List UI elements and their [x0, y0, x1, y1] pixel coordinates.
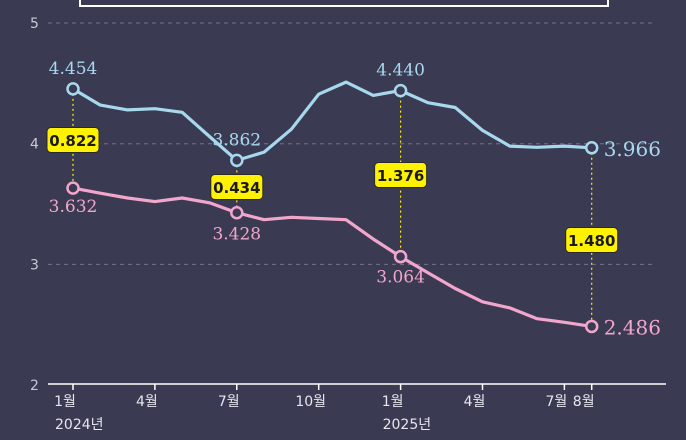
gap-boxes: 0.822 0.434 1.376 1.480 [46, 127, 619, 253]
gap-box [210, 174, 264, 200]
point-label: 3.632 [49, 197, 98, 217]
x-tick-label: 1월 [54, 394, 76, 410]
point-label: 3.862 [212, 130, 261, 150]
x-tick-label: 10월 [295, 394, 326, 410]
series-line-upper [71, 80, 594, 162]
gap-value: 0.434 [213, 179, 260, 197]
grid: 2 3 4 5 [30, 16, 652, 394]
series-line-lower [71, 186, 594, 328]
x-tick-label: 7월 [218, 394, 240, 410]
point-marker [66, 181, 80, 195]
point-marker [584, 319, 599, 334]
x-tick-label: 4월 [136, 394, 158, 410]
gap-guides [72, 88, 593, 327]
point-marker [230, 205, 244, 220]
point-labels: 4.454 3.862 4.440 3.966 3.632 3.428 3.064 2.486 [49, 59, 661, 340]
gap-box [46, 127, 100, 153]
gap-value: 1.480 [568, 232, 615, 250]
x-axis: 1월 4월 7월 10월 1월 4월 7월 8월 2024년 2025년 [48, 383, 666, 433]
gap-value: 1.376 [377, 167, 424, 185]
point-label: 4.454 [49, 59, 98, 79]
year-label: 2024년 [55, 417, 104, 433]
gap-box [565, 227, 619, 253]
point-label: 4.440 [376, 61, 425, 81]
y-tick-label: 3 [30, 257, 39, 273]
gap-value: 0.822 [49, 132, 96, 150]
year-label: 2025년 [383, 417, 432, 433]
point-marker [393, 83, 408, 98]
point-marker [393, 249, 408, 264]
series-lines [71, 80, 594, 328]
y-tick-label: 5 [30, 16, 39, 32]
point-marker [66, 82, 80, 96]
title-box-edge [79, 0, 609, 7]
point-marker [584, 141, 599, 155]
point-label: 2.486 [604, 315, 661, 339]
gap-box [374, 162, 428, 188]
point-label: 3.064 [376, 268, 425, 288]
point-markers [66, 82, 599, 334]
y-tick-label: 4 [30, 137, 39, 153]
point-label: 3.428 [212, 225, 261, 245]
x-tick-label: 1월 [382, 394, 404, 410]
point-marker [230, 153, 244, 168]
x-tick-label: 7월 [546, 394, 568, 410]
x-tick-label: 4월 [464, 394, 486, 410]
y-tick-label: 2 [30, 378, 39, 394]
point-label: 3.966 [604, 137, 661, 161]
x-tick-label: 8월 [573, 394, 595, 410]
